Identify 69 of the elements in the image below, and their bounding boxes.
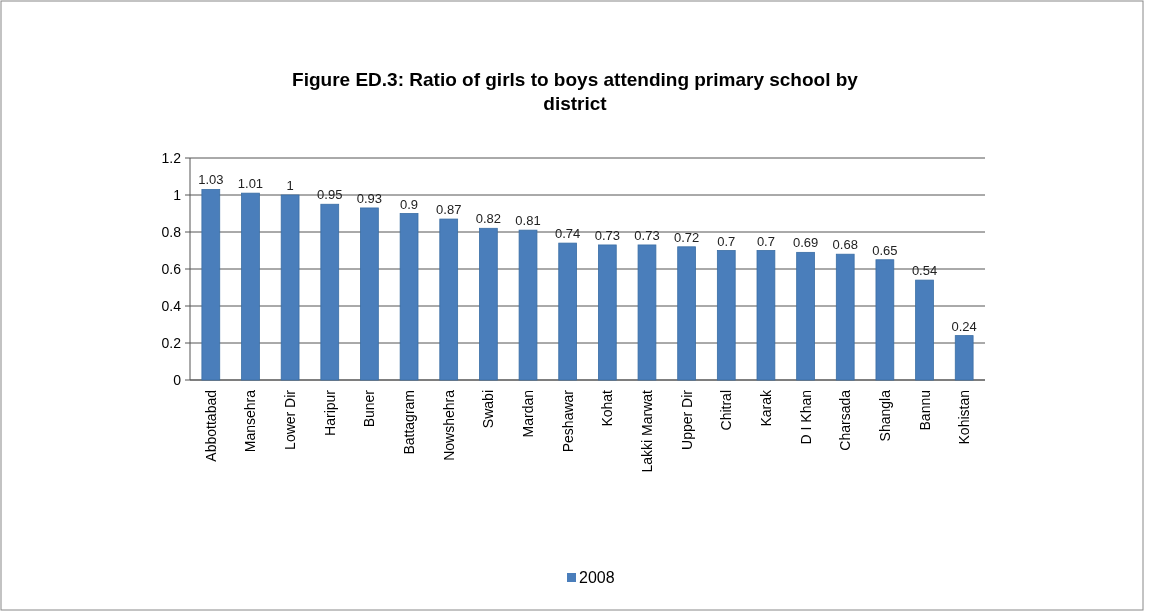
bar <box>280 194 300 381</box>
x-tick-label: D I Khan <box>797 390 814 445</box>
x-tick-label: Shangla <box>876 389 893 442</box>
data-label: 0.54 <box>911 263 938 279</box>
data-label: 0.74 <box>555 226 581 242</box>
bar <box>439 218 459 381</box>
data-label: 0.24 <box>951 318 977 334</box>
bar <box>598 244 617 381</box>
x-tick-label: Buner <box>361 389 378 428</box>
x-tick-label: Lakki Marwat <box>638 389 655 473</box>
bar <box>360 207 379 381</box>
data-label: 0.73 <box>634 227 660 243</box>
data-label: 0.7 <box>717 233 736 249</box>
chart-title: Figure ED.3: Ratio of girls to boys attending primary school by district <box>292 69 859 114</box>
data-label: 0.73 <box>594 227 620 243</box>
data-label: 0.69 <box>792 235 819 251</box>
x-tick-label: Chitral <box>718 390 735 431</box>
y-tick-label: 0.6 <box>161 261 182 277</box>
x-tick-label: Mardan <box>520 390 537 438</box>
data-label: 0.95 <box>317 187 343 203</box>
bar <box>637 244 657 381</box>
data-label: 0.9 <box>400 196 419 212</box>
x-tick-label: Kohat <box>599 389 616 427</box>
x-tick-label: Karak <box>757 389 774 427</box>
legend-label: 2008 <box>579 569 615 586</box>
bar <box>320 203 340 381</box>
bar <box>241 192 260 381</box>
data-label: 0.82 <box>475 211 502 227</box>
y-tick-label: 1.2 <box>161 150 182 166</box>
bar <box>756 250 776 381</box>
x-tick-label: Abbottabad <box>202 390 219 462</box>
data-label: 0.68 <box>832 237 858 253</box>
x-tick-label: Lower Dir <box>282 389 299 450</box>
data-label: 0.7 <box>756 233 775 249</box>
x-tick-label: Charsada <box>837 389 854 451</box>
bar <box>479 227 498 381</box>
x-tick-label: Battagram <box>401 390 418 455</box>
bar <box>716 250 736 381</box>
y-tick-label: 0.8 <box>161 224 182 240</box>
x-tick-label: Peshawar <box>559 389 576 453</box>
bar <box>796 251 815 381</box>
x-tick-label: Bannu <box>916 390 933 431</box>
bar <box>954 335 974 381</box>
y-tick-label: 0.4 <box>161 298 182 314</box>
x-tick-label: Kohistan <box>956 390 973 445</box>
y-tick-label: 1 <box>173 187 182 203</box>
y-tick-label: 0 <box>173 372 182 388</box>
data-label: 0.93 <box>356 190 383 206</box>
bar <box>875 259 895 381</box>
data-label: 0.65 <box>872 242 898 258</box>
data-label: 1.01 <box>237 176 264 192</box>
data-label: 0.87 <box>436 202 462 218</box>
bar <box>677 246 696 381</box>
x-tick-label: Haripur <box>321 389 338 436</box>
data-label: 0.81 <box>515 213 541 229</box>
bar <box>915 279 934 381</box>
bar <box>835 253 855 381</box>
x-tick-label: Upper Dir <box>678 389 695 450</box>
bar <box>201 189 221 381</box>
x-tick-label: Nowshehra <box>440 389 457 461</box>
y-tick-label: 0.2 <box>161 335 182 351</box>
data-label: 1 <box>286 178 294 193</box>
bar <box>399 213 419 381</box>
data-label: 0.72 <box>673 229 700 245</box>
data-label: 1.03 <box>198 172 224 188</box>
bar <box>518 229 538 381</box>
bar <box>558 242 577 381</box>
x-tick-label: Swabi <box>480 390 497 429</box>
x-tick-label: Mansehra <box>242 389 259 453</box>
